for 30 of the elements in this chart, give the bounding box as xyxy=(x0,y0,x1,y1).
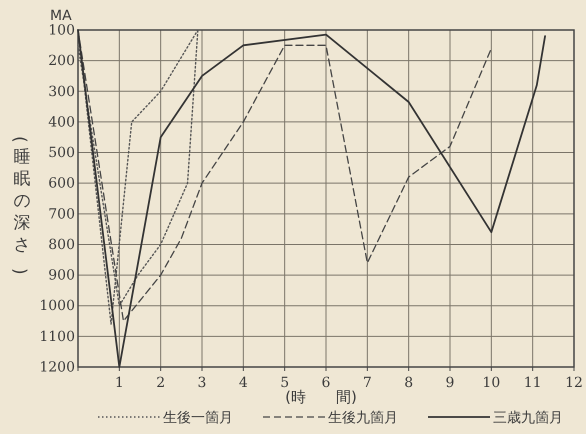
x-tick-label: 1 xyxy=(114,374,124,391)
text: MA xyxy=(50,8,72,24)
x-tick-label: 10 xyxy=(482,374,500,391)
y-tick-label: 1200 xyxy=(39,359,75,376)
y-tick-label: 200 xyxy=(48,53,75,70)
legend-label: 生後九箇月 xyxy=(328,410,398,426)
x-tick-label: 9 xyxy=(446,374,454,391)
y-tick-label: 500 xyxy=(48,145,75,162)
x-axis-title: (時 間) xyxy=(285,388,357,406)
y-tick-label: 900 xyxy=(48,268,75,284)
x-tick-label: 7 xyxy=(362,374,372,391)
y-axis-title: (睡眠の深さ) xyxy=(10,136,30,275)
legend-label: 三歳九箇月 xyxy=(493,410,563,426)
x-tick-label: 12 xyxy=(565,374,583,391)
y-tick-label: 600 xyxy=(48,176,75,192)
y-tick-label: 300 xyxy=(48,84,75,100)
y-tick-label: 1000 xyxy=(39,298,75,314)
y-tick-label: 100 xyxy=(48,22,75,38)
x-tick-label: 5 xyxy=(280,374,290,391)
y-tick-label: 400 xyxy=(48,114,75,130)
x-tick-label: 2 xyxy=(156,374,166,391)
legend-label: 生後一箇月 xyxy=(163,410,233,426)
x-tick-label: 11 xyxy=(524,374,542,391)
x-tick-label: 4 xyxy=(238,374,248,391)
y-tick-label: 1100 xyxy=(39,328,75,345)
x-tick-label: 3 xyxy=(198,374,206,391)
y-tick-label: 800 xyxy=(48,236,75,253)
y-tick-label: 700 xyxy=(48,206,75,222)
x-tick-label: 8 xyxy=(404,374,414,391)
x-tick-label: 6 xyxy=(322,374,331,391)
